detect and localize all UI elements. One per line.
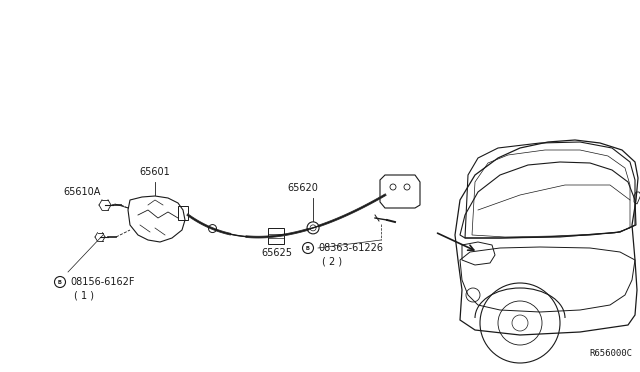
Text: ( 1 ): ( 1 ) [74,290,94,300]
Text: 65601: 65601 [140,167,170,177]
Text: 65625: 65625 [261,248,292,258]
Text: 65610A: 65610A [63,187,100,197]
Text: 65620: 65620 [287,183,319,193]
Text: 08363-61226: 08363-61226 [318,243,383,253]
Text: R656000C: R656000C [589,349,632,358]
Text: B: B [306,246,310,250]
Text: B: B [58,279,62,285]
Text: 08156-6162F: 08156-6162F [70,277,134,287]
Text: ( 2 ): ( 2 ) [322,256,342,266]
